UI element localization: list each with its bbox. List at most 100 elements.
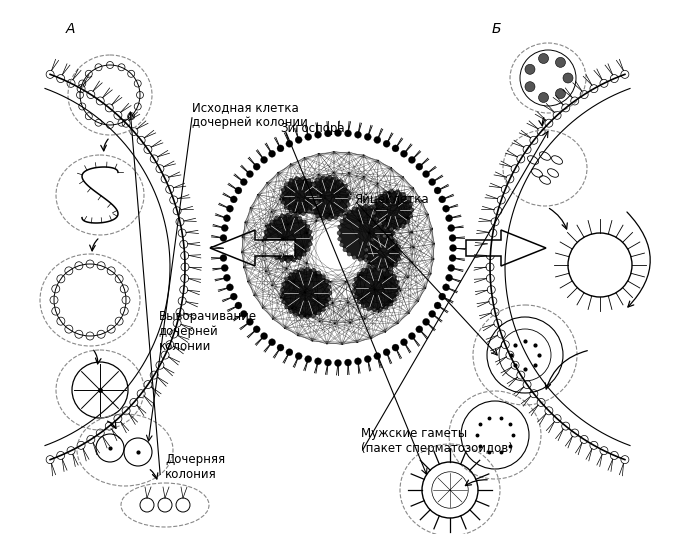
Circle shape bbox=[486, 263, 494, 271]
Circle shape bbox=[389, 227, 394, 231]
Circle shape bbox=[590, 441, 598, 449]
Circle shape bbox=[265, 215, 311, 261]
Circle shape bbox=[321, 216, 325, 221]
Circle shape bbox=[246, 318, 253, 325]
Circle shape bbox=[494, 319, 502, 327]
Circle shape bbox=[87, 435, 95, 443]
Circle shape bbox=[423, 318, 429, 325]
Circle shape bbox=[275, 216, 279, 220]
Circle shape bbox=[372, 205, 376, 209]
Circle shape bbox=[321, 176, 325, 179]
Circle shape bbox=[294, 269, 298, 273]
Circle shape bbox=[181, 274, 189, 282]
Circle shape bbox=[173, 207, 181, 215]
Circle shape bbox=[338, 237, 342, 241]
Circle shape bbox=[151, 371, 158, 379]
Circle shape bbox=[354, 277, 358, 281]
Circle shape bbox=[253, 326, 260, 333]
Circle shape bbox=[220, 255, 227, 262]
Circle shape bbox=[416, 163, 423, 170]
Circle shape bbox=[130, 398, 138, 406]
Circle shape bbox=[312, 206, 316, 209]
Circle shape bbox=[392, 344, 399, 351]
Circle shape bbox=[281, 300, 286, 304]
Circle shape bbox=[315, 358, 321, 365]
Circle shape bbox=[223, 274, 230, 281]
Circle shape bbox=[178, 297, 186, 305]
Circle shape bbox=[263, 236, 267, 240]
Circle shape bbox=[261, 156, 267, 163]
Circle shape bbox=[307, 178, 311, 183]
Circle shape bbox=[144, 145, 152, 153]
Circle shape bbox=[325, 359, 331, 366]
Circle shape bbox=[370, 257, 374, 261]
Circle shape bbox=[367, 242, 371, 246]
Circle shape bbox=[600, 80, 608, 88]
Circle shape bbox=[600, 446, 608, 454]
Circle shape bbox=[304, 134, 312, 140]
Circle shape bbox=[398, 251, 402, 255]
Circle shape bbox=[235, 302, 242, 309]
Circle shape bbox=[367, 265, 371, 269]
Circle shape bbox=[308, 230, 313, 234]
Circle shape bbox=[266, 247, 270, 252]
Circle shape bbox=[337, 231, 341, 235]
Circle shape bbox=[346, 202, 350, 206]
Circle shape bbox=[344, 184, 348, 188]
Circle shape bbox=[370, 205, 374, 209]
Circle shape bbox=[397, 245, 401, 249]
Circle shape bbox=[489, 297, 497, 305]
Circle shape bbox=[220, 234, 227, 241]
Circle shape bbox=[301, 211, 305, 216]
Circle shape bbox=[281, 200, 285, 204]
Circle shape bbox=[339, 206, 393, 260]
Circle shape bbox=[221, 264, 228, 271]
Circle shape bbox=[294, 313, 298, 317]
Circle shape bbox=[373, 308, 377, 312]
Circle shape bbox=[537, 128, 545, 136]
Circle shape bbox=[298, 216, 302, 220]
Circle shape bbox=[553, 111, 561, 119]
Circle shape bbox=[364, 204, 368, 208]
Circle shape bbox=[396, 226, 400, 230]
Circle shape bbox=[338, 225, 342, 229]
Circle shape bbox=[310, 182, 315, 186]
Circle shape bbox=[347, 196, 351, 200]
Circle shape bbox=[300, 268, 304, 271]
Circle shape bbox=[416, 326, 423, 333]
Circle shape bbox=[375, 217, 378, 221]
Circle shape bbox=[429, 310, 435, 317]
Circle shape bbox=[388, 243, 392, 247]
Circle shape bbox=[357, 272, 361, 276]
Circle shape bbox=[364, 356, 371, 363]
Circle shape bbox=[378, 222, 382, 226]
Circle shape bbox=[494, 207, 502, 215]
Circle shape bbox=[285, 305, 289, 309]
Circle shape bbox=[389, 270, 393, 274]
Circle shape bbox=[391, 231, 395, 235]
Text: Выворачивание
дочерней
колонии: Выворачивание дочерней колонии bbox=[159, 310, 256, 352]
Circle shape bbox=[517, 155, 524, 163]
Circle shape bbox=[354, 358, 362, 365]
Circle shape bbox=[364, 254, 369, 258]
Circle shape bbox=[181, 252, 189, 260]
Circle shape bbox=[502, 185, 510, 193]
Circle shape bbox=[295, 352, 302, 359]
Circle shape bbox=[394, 262, 398, 266]
Circle shape bbox=[497, 196, 506, 204]
Circle shape bbox=[395, 292, 399, 296]
Circle shape bbox=[130, 128, 138, 136]
Circle shape bbox=[389, 266, 393, 270]
Circle shape bbox=[491, 218, 499, 226]
Circle shape bbox=[302, 252, 306, 256]
Circle shape bbox=[77, 441, 85, 449]
Circle shape bbox=[383, 191, 387, 194]
Text: Мужские гаметы
(пакет сперматозоидов): Мужские гаметы (пакет сперматозоидов) bbox=[361, 427, 513, 454]
Circle shape bbox=[383, 140, 390, 147]
Circle shape bbox=[346, 190, 350, 194]
Circle shape bbox=[487, 286, 495, 294]
Circle shape bbox=[269, 339, 275, 345]
Circle shape bbox=[151, 155, 158, 163]
Circle shape bbox=[339, 179, 343, 184]
Circle shape bbox=[371, 264, 375, 269]
